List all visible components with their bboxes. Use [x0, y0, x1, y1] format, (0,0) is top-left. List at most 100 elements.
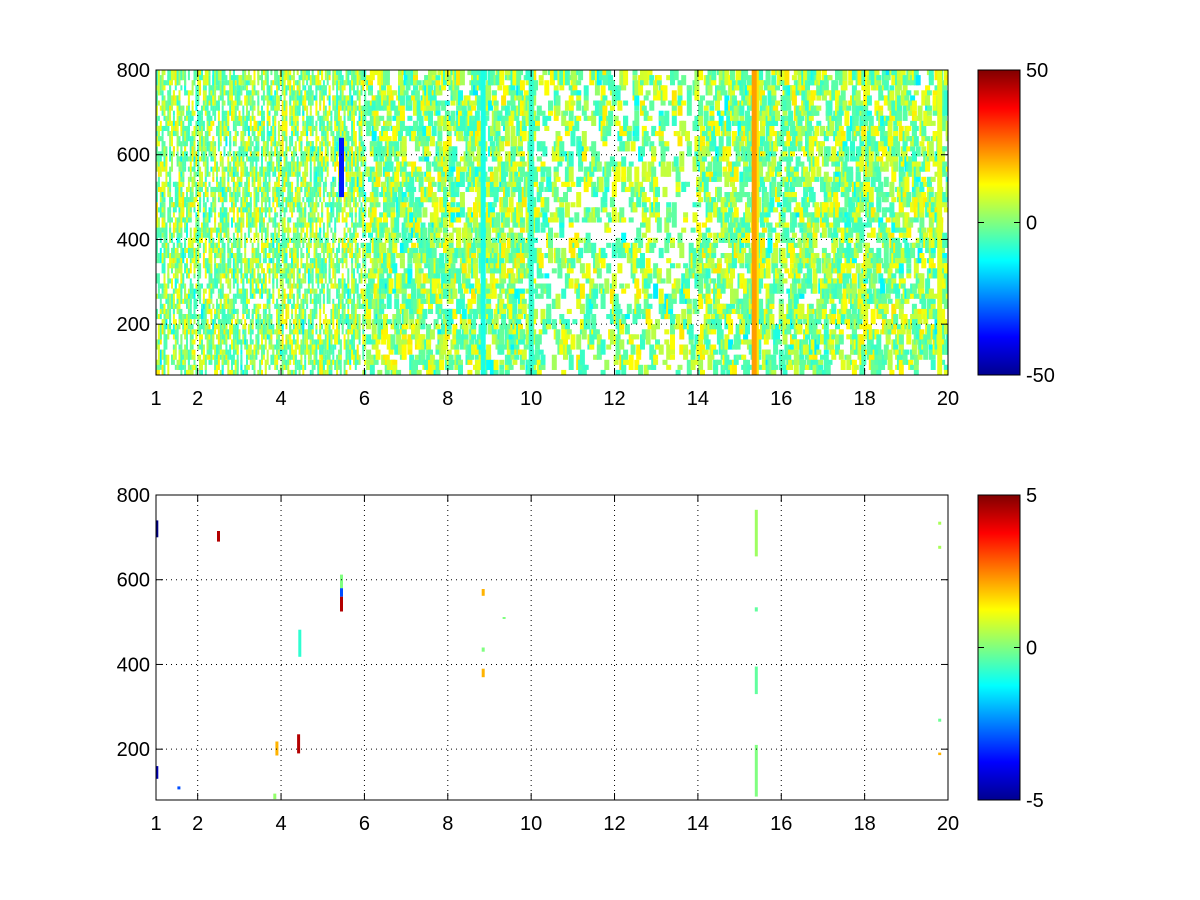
heatmap-cell — [255, 90, 258, 96]
heatmap-cell — [195, 192, 198, 203]
heatmap-cell — [443, 222, 448, 233]
heatmap-cell — [210, 263, 213, 274]
heatmap-cell — [292, 80, 295, 91]
heatmap-cell — [157, 344, 160, 350]
heatmap-cell — [231, 319, 233, 335]
heatmap-cell — [309, 166, 312, 182]
heatmap-cell — [195, 298, 198, 304]
heatmap-cell — [349, 349, 352, 360]
heatmap-cell — [354, 197, 357, 203]
heatmap-cell — [456, 227, 462, 238]
heatmap-cell — [338, 364, 340, 370]
heatmap-cell — [279, 95, 282, 101]
heatmap-cell — [296, 110, 299, 116]
heatmap-cell — [259, 314, 262, 320]
heatmap-cell — [283, 212, 286, 218]
heatmap-cell — [251, 314, 254, 320]
heatmap-cell — [216, 263, 218, 269]
heatmap-cell — [227, 283, 230, 289]
heatmap-cell — [221, 237, 224, 248]
heatmap-cell — [356, 85, 359, 101]
heatmap-cell — [499, 364, 505, 370]
heatmap-cell — [261, 232, 263, 243]
heatmap-cell — [292, 298, 295, 304]
heatmap-cell — [381, 181, 387, 187]
heatmap-cell — [186, 186, 188, 192]
heatmap-cell — [182, 156, 185, 162]
heatmap-cell — [306, 90, 309, 96]
heatmap-cell — [300, 339, 303, 345]
heatmap-cell — [272, 354, 275, 360]
heatmap-cell — [347, 95, 350, 101]
heatmap-cell — [396, 232, 402, 238]
heatmap-cell — [234, 197, 237, 208]
heatmap-cell — [294, 364, 297, 370]
heatmap-cell — [383, 131, 388, 142]
heatmap-cell — [307, 344, 310, 350]
heatmap-cell — [347, 344, 350, 355]
heatmap-cell — [176, 181, 179, 187]
heatmap-cell — [178, 258, 181, 274]
heatmap-cell — [422, 288, 428, 294]
heatmap-cell — [249, 146, 252, 152]
heatmap-cell — [292, 369, 295, 375]
heatmap-cell — [328, 105, 331, 116]
heatmap-cell — [206, 156, 209, 172]
heatmap-cell — [244, 263, 247, 274]
heatmap-cell — [362, 141, 365, 157]
heatmap-cell — [354, 232, 357, 243]
heatmap-cell — [420, 298, 426, 304]
heatmap-cell — [277, 369, 280, 375]
heatmap-cell — [169, 197, 172, 203]
heatmap-cell — [262, 324, 265, 330]
heatmap-cell — [341, 283, 344, 299]
heatmap-cell — [270, 70, 273, 76]
heatmap-cell — [178, 354, 181, 360]
heatmap-cell — [174, 319, 177, 330]
heatmap-cell — [261, 344, 263, 360]
heatmap-cell — [266, 263, 269, 274]
heatmap-cell — [259, 222, 262, 233]
heatmap-cell — [289, 115, 292, 121]
heatmap-cell — [392, 359, 398, 365]
heatmap-cell — [291, 314, 294, 320]
heatmap-cell — [277, 288, 280, 294]
heatmap-cell — [313, 95, 316, 101]
heatmap-cell — [306, 105, 309, 116]
heatmap-cell — [249, 156, 252, 162]
heatmap-cell — [277, 151, 280, 162]
heatmap-cell — [232, 202, 235, 213]
heatmap-cell — [334, 263, 337, 279]
heatmap-cell — [156, 273, 158, 284]
heatmap-cell — [229, 324, 232, 340]
heatmap-cell — [157, 207, 160, 213]
heatmap-cell — [536, 334, 542, 345]
heatmap-cell — [411, 95, 417, 101]
heatmap-cell — [407, 263, 413, 269]
heatmap-cell — [435, 344, 441, 350]
heatmap-cell — [396, 253, 402, 259]
heatmap-cell — [386, 186, 392, 203]
heatmap-cell — [212, 303, 215, 309]
heatmap-cell — [225, 207, 228, 213]
heatmap-cell — [279, 349, 282, 355]
heatmap-cell — [257, 136, 260, 142]
heatmap-cell — [202, 319, 205, 335]
heatmap-cell — [217, 212, 220, 218]
heatmap-cell — [292, 319, 295, 325]
heatmap-cell — [292, 237, 295, 254]
heatmap-cell — [156, 227, 158, 243]
heatmap-cell — [238, 237, 241, 254]
heatmap-cell — [189, 237, 192, 248]
heatmap-cell — [253, 268, 256, 279]
heatmap-cell — [444, 263, 450, 274]
heatmap-cell — [536, 166, 542, 172]
heatmap-cell — [212, 105, 215, 116]
heatmap-cell — [161, 136, 164, 147]
heatmap-cell — [467, 258, 473, 264]
heatmap-cell — [315, 258, 318, 274]
heatmap-cell — [319, 227, 322, 243]
heatmap-cell — [208, 303, 211, 309]
heatmap-cell — [289, 120, 292, 126]
heatmap-cell — [257, 90, 260, 96]
